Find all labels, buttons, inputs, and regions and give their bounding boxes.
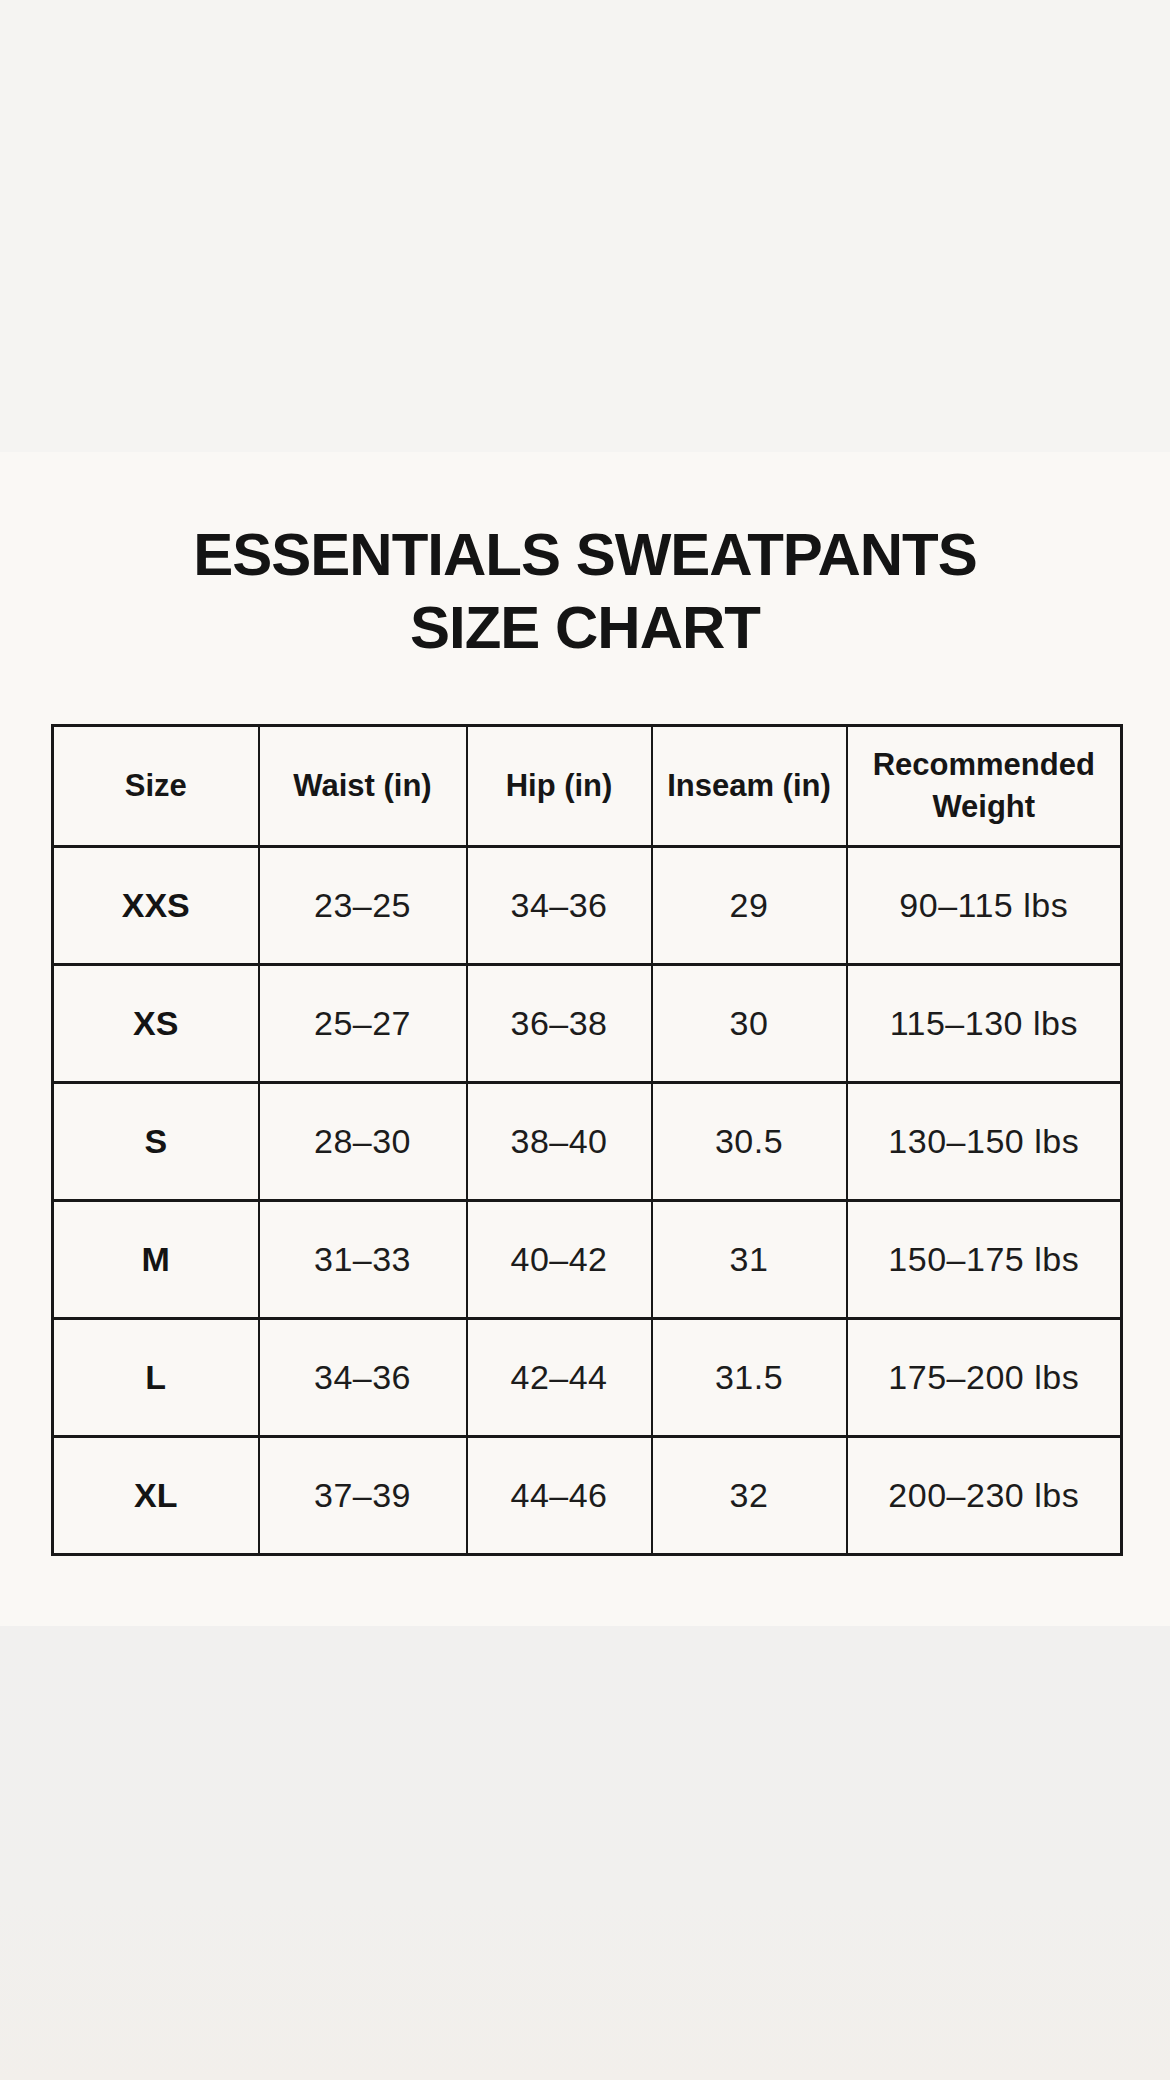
- cell-hip: 44–46: [467, 1437, 652, 1555]
- title-line-1: ESSENTIALS SWEATPANTS: [193, 521, 977, 588]
- cell-waist: 31–33: [259, 1201, 467, 1319]
- table-row-m: M 31–33 40–42 31 150–175 lbs: [53, 1201, 1122, 1319]
- cell-inseam: 30.5: [652, 1083, 847, 1201]
- size-chart-title: ESSENTIALS SWEATPANTSSIZE CHART: [0, 518, 1170, 664]
- cell-inseam: 31.5: [652, 1319, 847, 1437]
- cell-size: S: [53, 1083, 259, 1201]
- table-row-xxs: XXS 23–25 34–36 29 90–115 lbs: [53, 847, 1122, 965]
- cell-inseam: 32: [652, 1437, 847, 1555]
- column-header-size: Size: [53, 726, 259, 847]
- cell-inseam: 31: [652, 1201, 847, 1319]
- cell-size: XL: [53, 1437, 259, 1555]
- cell-waist: 37–39: [259, 1437, 467, 1555]
- column-header-waist: Waist (in): [259, 726, 467, 847]
- cell-weight: 90–115 lbs: [847, 847, 1122, 965]
- cell-size: XS: [53, 965, 259, 1083]
- cell-waist: 25–27: [259, 965, 467, 1083]
- cell-size: XXS: [53, 847, 259, 965]
- column-header-weight: Recommended Weight: [847, 726, 1122, 847]
- column-header-hip: Hip (in): [467, 726, 652, 847]
- cell-weight: 150–175 lbs: [847, 1201, 1122, 1319]
- table-row-l: L 34–36 42–44 31.5 175–200 lbs: [53, 1319, 1122, 1437]
- table-row-xl: XL 37–39 44–46 32 200–230 lbs: [53, 1437, 1122, 1555]
- title-line-2: SIZE CHART: [410, 594, 760, 661]
- table-row-s: S 28–30 38–40 30.5 130–150 lbs: [53, 1083, 1122, 1201]
- cell-hip: 42–44: [467, 1319, 652, 1437]
- cell-weight: 130–150 lbs: [847, 1083, 1122, 1201]
- cell-hip: 40–42: [467, 1201, 652, 1319]
- size-chart-image: ESSENTIALS SWEATPANTSSIZE CHART Size Wai…: [0, 0, 1170, 2080]
- cell-weight: 175–200 lbs: [847, 1319, 1122, 1437]
- cell-waist: 28–30: [259, 1083, 467, 1201]
- bottom-margin-band: [0, 1626, 1170, 2080]
- size-chart-table: Size Waist (in) Hip (in) Inseam (in) Rec…: [51, 724, 1123, 1556]
- cell-size: M: [53, 1201, 259, 1319]
- cell-weight: 200–230 lbs: [847, 1437, 1122, 1555]
- cell-hip: 36–38: [467, 965, 652, 1083]
- table-header-row: Size Waist (in) Hip (in) Inseam (in) Rec…: [53, 726, 1122, 847]
- cell-waist: 23–25: [259, 847, 467, 965]
- column-header-inseam: Inseam (in): [652, 726, 847, 847]
- cell-inseam: 29: [652, 847, 847, 965]
- table-row-xs: XS 25–27 36–38 30 115–130 lbs: [53, 965, 1122, 1083]
- cell-weight: 115–130 lbs: [847, 965, 1122, 1083]
- cell-waist: 34–36: [259, 1319, 467, 1437]
- cell-inseam: 30: [652, 965, 847, 1083]
- cell-hip: 34–36: [467, 847, 652, 965]
- cell-size: L: [53, 1319, 259, 1437]
- cell-hip: 38–40: [467, 1083, 652, 1201]
- top-margin-band: [0, 0, 1170, 452]
